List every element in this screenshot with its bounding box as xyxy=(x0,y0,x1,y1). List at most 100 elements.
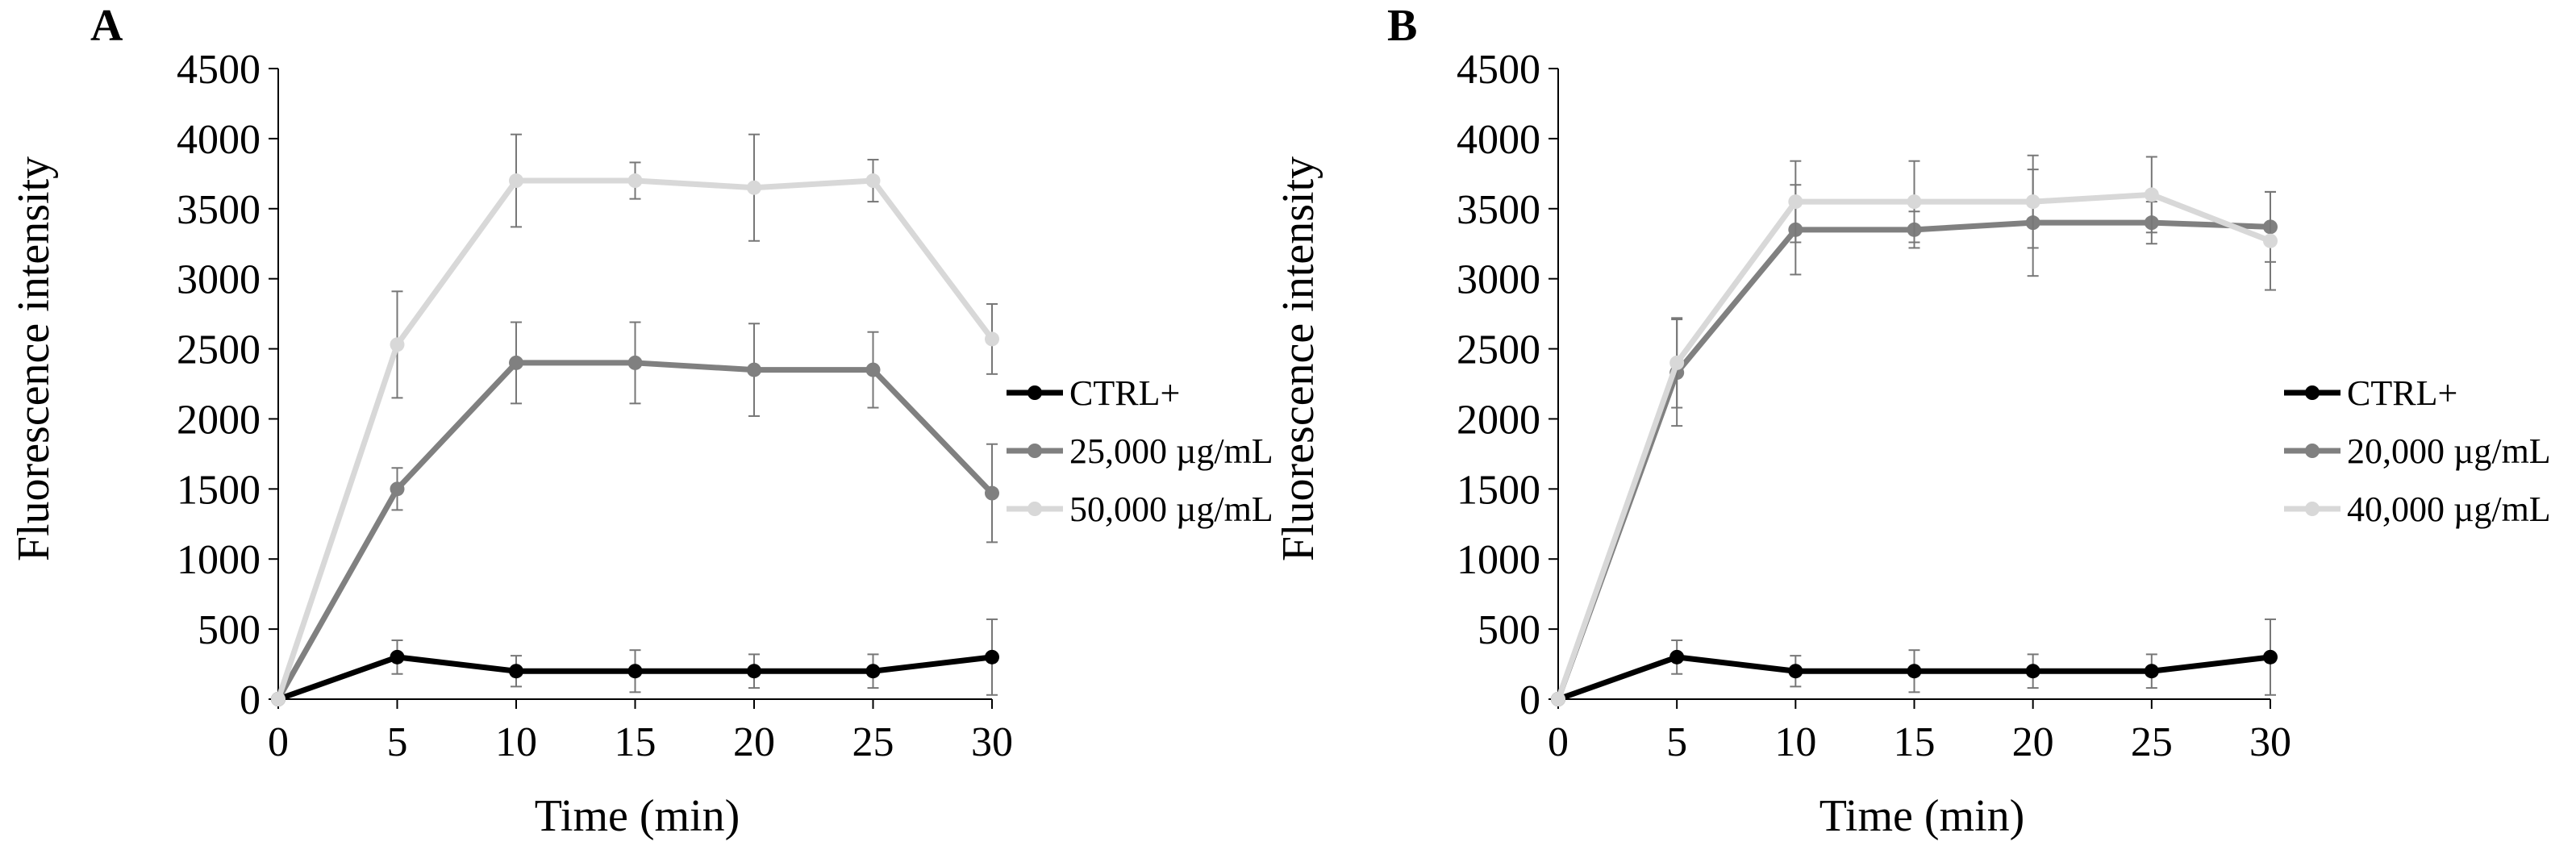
legend-swatch-marker xyxy=(1027,385,1042,400)
y-tick-label: 0 xyxy=(240,677,261,723)
data-point xyxy=(390,337,405,352)
data-point xyxy=(1788,194,1803,210)
legend-label: 25,000 µg/mL xyxy=(1069,431,1273,471)
panel-a-y-axis-title: Fluorescence intensity xyxy=(9,156,59,561)
data-point xyxy=(747,664,761,679)
data-point xyxy=(390,649,405,664)
x-tick-label: 0 xyxy=(268,719,289,765)
y-tick-label: 4500 xyxy=(177,47,261,93)
legend-swatch-marker xyxy=(1027,444,1042,458)
data-point xyxy=(2144,664,2159,679)
data-point xyxy=(2025,664,2040,679)
y-tick-label: 2000 xyxy=(1457,397,1540,443)
legend-item: 50,000 µg/mL xyxy=(1007,489,1273,529)
data-point xyxy=(1669,649,1685,664)
x-tick-label: 30 xyxy=(971,719,1013,765)
data-point xyxy=(1669,355,1685,370)
panel-b-y-axis-title: Fluorescence intensity xyxy=(1273,156,1323,561)
legend-item: 40,000 µg/mL xyxy=(2284,489,2551,529)
legend-item: 20,000 µg/mL xyxy=(2284,431,2551,471)
data-point xyxy=(985,649,999,664)
y-tick-label: 1500 xyxy=(1457,467,1540,513)
y-tick-label: 3500 xyxy=(1457,187,1540,233)
series-1 xyxy=(1551,618,2278,706)
data-point xyxy=(1788,664,1803,679)
x-tick-label: 10 xyxy=(1774,719,1816,765)
legend-label: 20,000 µg/mL xyxy=(2347,431,2551,471)
data-point xyxy=(1551,692,1565,706)
x-tick-label: 15 xyxy=(615,719,657,765)
data-point xyxy=(865,664,881,679)
series-1 xyxy=(271,618,999,706)
legend-label: CTRL+ xyxy=(2347,373,2457,413)
y-tick-label: 2000 xyxy=(177,397,261,443)
legend-swatch-marker xyxy=(1027,502,1042,516)
data-point xyxy=(1907,194,1922,210)
panel-b-label: B xyxy=(1387,1,1417,51)
y-tick-label: 4000 xyxy=(177,117,261,163)
panel-b: B Fluorescence intensity Time (min) 0 500… xyxy=(1273,1,2551,841)
y-tick-label: 2500 xyxy=(1457,327,1540,373)
data-point xyxy=(509,173,523,189)
data-point xyxy=(271,692,286,706)
data-point xyxy=(865,173,881,189)
panel-b-x-axis-title: Time (min) xyxy=(1819,791,2025,841)
legend-item: CTRL+ xyxy=(2284,373,2457,413)
data-point xyxy=(627,664,643,679)
panel-b-plot: 0 500 1000 1500 2000 2500 3000 3500 4000 4500 0 5 10… xyxy=(1457,47,2291,765)
data-point xyxy=(390,481,405,497)
data-point xyxy=(1907,664,1922,679)
series-3 xyxy=(271,133,999,706)
data-point xyxy=(747,362,761,377)
data-point xyxy=(2144,187,2159,202)
panel-a-x-axis-title: Time (min) xyxy=(535,791,740,841)
x-tick-label: 25 xyxy=(852,719,894,765)
data-point xyxy=(747,180,761,195)
legend-item: CTRL+ xyxy=(1007,373,1180,413)
series-line xyxy=(275,360,994,701)
x-tick-label: 30 xyxy=(2249,719,2291,765)
series-2 xyxy=(271,321,999,706)
data-point xyxy=(2263,649,2278,664)
y-tick-label: 1000 xyxy=(177,537,261,583)
data-point xyxy=(985,331,999,347)
data-point xyxy=(985,485,999,501)
data-point xyxy=(627,355,643,370)
panel-a-legend: CTRL+ 25,000 µg/mL 50,000 µg/mL xyxy=(1007,373,1273,529)
y-tick-label: 3000 xyxy=(177,257,261,303)
x-tick-label: 25 xyxy=(2131,719,2173,765)
y-tick-label: 3500 xyxy=(177,187,261,233)
series-line xyxy=(1555,219,2271,701)
data-point xyxy=(2263,233,2278,248)
series-line xyxy=(275,177,994,701)
series-line xyxy=(1555,191,2272,701)
data-point xyxy=(2025,194,2040,210)
y-tick-label: 2500 xyxy=(177,327,261,373)
data-point xyxy=(509,355,523,370)
x-tick-label: 20 xyxy=(733,719,775,765)
legend-item: 25,000 µg/mL xyxy=(1007,431,1273,471)
series-2 xyxy=(1551,169,2278,706)
x-tick-label: 5 xyxy=(387,719,408,765)
y-tick-label: 500 xyxy=(198,607,261,653)
panel-a: A Fluorescence intensity Time (min) 0500… xyxy=(9,1,1273,841)
panel-b-legend: CTRL+ 20,000 µg/mL 40,000 µg/mL xyxy=(2284,373,2551,529)
x-tick-label: 10 xyxy=(495,719,537,765)
legend-label: CTRL+ xyxy=(1069,373,1180,413)
series-3 xyxy=(1551,154,2278,706)
x-tick-label: 15 xyxy=(1894,719,1936,765)
y-tick-label: 1500 xyxy=(177,467,261,513)
x-tick-label: 0 xyxy=(1548,719,1569,765)
data-point xyxy=(627,173,643,189)
data-point xyxy=(865,362,881,377)
y-tick-label: 500 xyxy=(1478,607,1540,653)
y-tick-label: 1000 xyxy=(1457,537,1540,583)
data-point xyxy=(509,664,523,679)
y-tick-label: 4500 xyxy=(1457,47,1540,93)
legend-label: 50,000 µg/mL xyxy=(1069,489,1273,529)
x-tick-label: 5 xyxy=(1666,719,1687,765)
legend-label: 40,000 µg/mL xyxy=(2347,489,2551,529)
x-tick-label: 20 xyxy=(2012,719,2054,765)
y-tick-label: 3000 xyxy=(1457,257,1540,303)
